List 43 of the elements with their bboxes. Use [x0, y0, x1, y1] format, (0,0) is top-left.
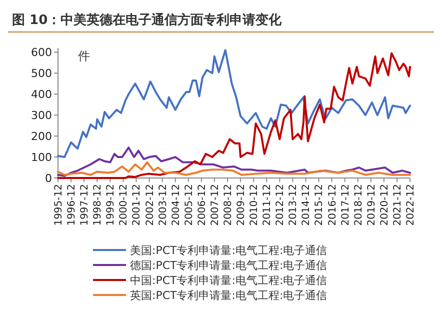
x-tick-label: 2006-12	[196, 184, 208, 226]
x-tick-label: 1999-12	[106, 184, 117, 226]
legend-label: 中国:PCT专利申请量:电气工程:电子通信	[130, 274, 328, 287]
x-tick-label: 2012-12	[275, 184, 286, 226]
x-tick-label: 2007-12	[210, 184, 221, 226]
x-tick-label: 2005-12	[184, 184, 195, 226]
x-tick-label: 2013-12	[288, 184, 300, 226]
x-tick-label: 2008-12	[223, 184, 234, 226]
line-series	[57, 161, 411, 176]
x-tick-label: 2020-12	[379, 184, 390, 226]
chart-title: 图 10：中美英德在电子通信方面专利申请变化	[12, 12, 283, 28]
y-tick-label: 100	[31, 150, 52, 164]
x-tick-label: 2022-12	[406, 184, 416, 226]
x-tick-label: 2010-12	[249, 184, 260, 226]
legend-label: 德国:PCT专利申请量:电气工程:电子通信	[130, 258, 328, 272]
line-series	[57, 49, 411, 158]
x-tick-label: 2011-12	[262, 184, 274, 226]
y-tick-label: 500	[31, 67, 52, 80]
x-tick-label: 2009-12	[236, 184, 248, 226]
x-tick-label: 1998-12	[92, 184, 104, 226]
x-tick-label: 2019-12	[366, 184, 378, 226]
y-tick-label: 300	[31, 108, 52, 122]
x-tick-label: 1996-12	[66, 184, 78, 226]
y-tick-label: 400	[31, 88, 52, 101]
legend-label: 美国:PCT专利申请量:电气工程:电子通信	[130, 244, 328, 257]
y-tick-label: 200	[31, 130, 52, 143]
x-tick-label: 2000-12	[118, 184, 130, 226]
x-tick-label: 2001-12	[132, 184, 143, 226]
x-tick-label: 2018-12	[353, 184, 364, 226]
x-tick-label: 2017-12	[340, 184, 352, 226]
y-tick-label: 0	[45, 172, 52, 185]
y-axis-title: 件	[78, 49, 90, 63]
y-tick-label: 600	[31, 46, 52, 60]
x-tick-label: 2016-12	[327, 184, 338, 226]
x-tick-label: 1995-12	[54, 184, 64, 226]
x-tick-label: 2004-12	[170, 184, 182, 226]
legend-label: 英国:PCT专利申请量:电气工程:电子通信	[130, 288, 328, 302]
x-tick-label: 2014-12	[301, 184, 312, 226]
x-tick-label: 2003-12	[158, 184, 169, 226]
x-tick-label: 2002-12	[144, 184, 156, 226]
x-tick-label: 2015-12	[314, 184, 326, 226]
x-tick-label: 2021-12	[392, 184, 404, 226]
x-tick-label: 1997-12	[80, 184, 91, 226]
